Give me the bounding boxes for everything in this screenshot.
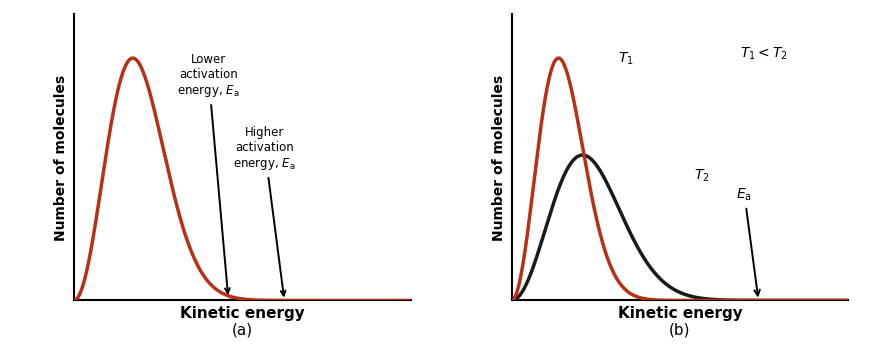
Y-axis label: Number of molecules: Number of molecules bbox=[55, 75, 69, 240]
X-axis label: Kinetic energy: Kinetic energy bbox=[617, 306, 741, 321]
Text: (a): (a) bbox=[231, 323, 253, 338]
Text: Lower
activation
energy, $E_{\mathrm{a}}$: Lower activation energy, $E_{\mathrm{a}}… bbox=[177, 53, 240, 293]
X-axis label: Kinetic energy: Kinetic energy bbox=[180, 306, 304, 321]
Text: Higher
activation
energy, $E_{\mathrm{a}}$: Higher activation energy, $E_{\mathrm{a}… bbox=[233, 126, 295, 295]
Text: $T_1$: $T_1$ bbox=[618, 51, 634, 67]
Y-axis label: Number of molecules: Number of molecules bbox=[492, 75, 506, 240]
Text: $E_{\mathrm{a}}$: $E_{\mathrm{a}}$ bbox=[736, 187, 759, 295]
Text: (b): (b) bbox=[668, 323, 690, 338]
Text: $T_1 < T_2$: $T_1 < T_2$ bbox=[740, 46, 787, 62]
Text: $T_2$: $T_2$ bbox=[693, 167, 709, 184]
